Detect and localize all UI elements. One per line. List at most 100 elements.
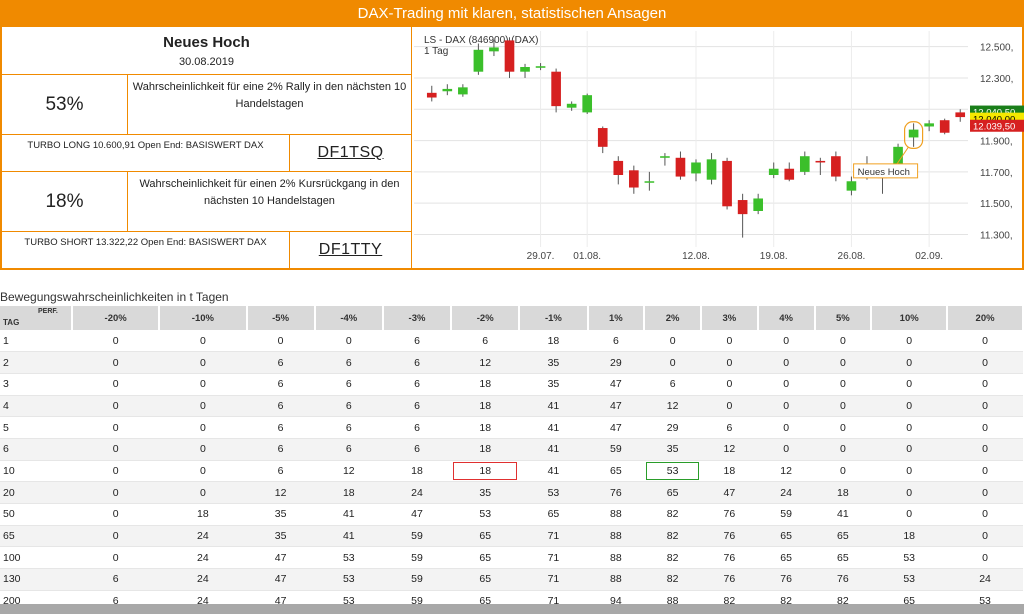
new-high-marker [904,121,924,149]
probability-cell: 0 [72,546,160,570]
probability-table: PERF. TAG -20% -10% -5% -4% -3% -2% -1% 1% 2% 3% 4… [0,306,1024,613]
probability-cell: 65 [451,546,520,570]
column-header: 2% [644,306,703,330]
probability-cell: 65 [757,546,815,570]
probability-cell: 18 [314,481,383,504]
probability-cell: 6 [382,373,452,396]
probability-cell: 6 [246,373,315,396]
probability-cell: 0 [947,438,1023,461]
day-cell: 4 [0,395,72,418]
turbo-long-code[interactable]: DF1TSQ [290,135,412,172]
candle-body [939,120,950,133]
candle-body [613,160,624,175]
candle-body [675,157,686,177]
probability-cell: 47 [587,395,645,418]
probability-cell: 18 [701,460,758,483]
probability-cell: 18 [451,395,520,418]
candle-body [955,112,966,118]
probability-cell: 0 [72,395,160,418]
candle-body [644,181,655,183]
probability-cell: 0 [757,351,815,374]
column-header: 10% [871,306,949,330]
price-label-bg [970,119,1024,132]
candle-body [442,88,453,92]
table-row: 4 0 0 6 6 6 18 41 47 12 0 0 0 0 0 [0,395,1023,418]
table-row: 130 6 24 47 53 59 65 71 88 82 76 76 76 53 24 [0,568,1023,591]
probability-cell: 18 [451,438,520,461]
probability-cell: 12 [701,438,758,461]
probability-cell: 6 [382,395,452,418]
probability-cell: 18 [159,503,247,526]
bottom-scroll-bar[interactable] [0,604,1024,614]
probability-cell: 0 [871,395,948,418]
probability-cell: 0 [814,330,872,353]
tag-label: TAG [3,318,20,327]
signal-date: 30.08.2019 [178,56,235,68]
probability-cell: 76 [701,568,758,591]
probability-cell: 0 [947,330,1023,353]
probability-cell: 53 [871,568,948,591]
probability-cell: 12 [451,351,520,374]
probability-cell: 12 [644,395,702,418]
probability-cell: 0 [871,503,948,526]
candle-body [566,103,577,108]
candle-body [815,160,826,163]
probability-cell: 0 [814,395,872,418]
annotation-box [853,163,919,179]
probability-cell: 0 [947,546,1023,570]
day-cell: 2 [0,351,72,374]
table-row: 50 0 18 35 41 47 53 65 88 82 76 59 41 0 0 [0,503,1023,526]
probability-cell: 71 [519,525,588,548]
candle-body [737,200,748,215]
probability-cell: 88 [587,503,645,526]
probability-cell: 24 [159,525,247,548]
probability-cell: 88 [587,546,645,570]
table-row: 20 0 0 12 18 24 35 53 76 65 47 24 18 0 0 [0,481,1023,504]
probability-cell: 82 [644,546,702,570]
probability-cell: 53 [644,460,702,483]
probability-cell: 6 [382,330,452,353]
probability-cell: 35 [519,351,588,374]
probability-cell: 0 [644,351,702,374]
table-title: Bewegungswahrscheinlichkeiten in t Tagen [0,290,229,304]
probability-cell: 82 [644,503,702,526]
probability-cell: 0 [72,525,160,548]
candle-body [924,123,934,127]
probability-cell: 6 [246,460,315,483]
probability-cell: 0 [947,481,1023,504]
y-tick-label: 11.700, [980,168,1013,179]
probability-cell: 24 [947,568,1023,591]
probability-cell: 0 [72,330,160,353]
probability-cell: 29 [644,416,702,439]
probability-cell: 0 [72,351,160,374]
probability-cell: 47 [587,373,645,396]
probability-cell: 35 [519,373,588,396]
column-header: -3% [382,306,453,330]
candle-body [629,170,639,188]
candle-body [520,67,530,72]
probability-cell: 35 [246,525,315,548]
probability-cell: 24 [159,568,247,591]
probability-cell: 18 [382,460,452,483]
probability-cell: 0 [757,416,815,439]
probability-cell: 53 [871,546,948,570]
column-header: -2% [451,306,521,330]
probability-cell: 0 [701,395,758,418]
y-tick-label: 11.500, [980,199,1013,210]
candle-body [846,181,857,191]
probability-cell: 76 [814,568,872,591]
candle-body [551,71,561,107]
probability-cell: 0 [814,416,872,439]
probability-cell: 0 [314,330,383,353]
probability-cell: 53 [519,481,588,504]
candle-body [893,146,903,169]
column-header: -20% [72,306,161,330]
x-tick-label: 12.08. [682,251,710,262]
turbo-short-code[interactable]: DF1TTY [290,232,412,268]
probability-cell: 29 [587,351,645,374]
probability-cell: 18 [871,525,948,548]
probability-cell: 6 [587,330,645,353]
probability-cell: 0 [871,460,948,483]
probability-cell: 0 [947,503,1023,526]
probability-cell: 6 [382,351,452,374]
